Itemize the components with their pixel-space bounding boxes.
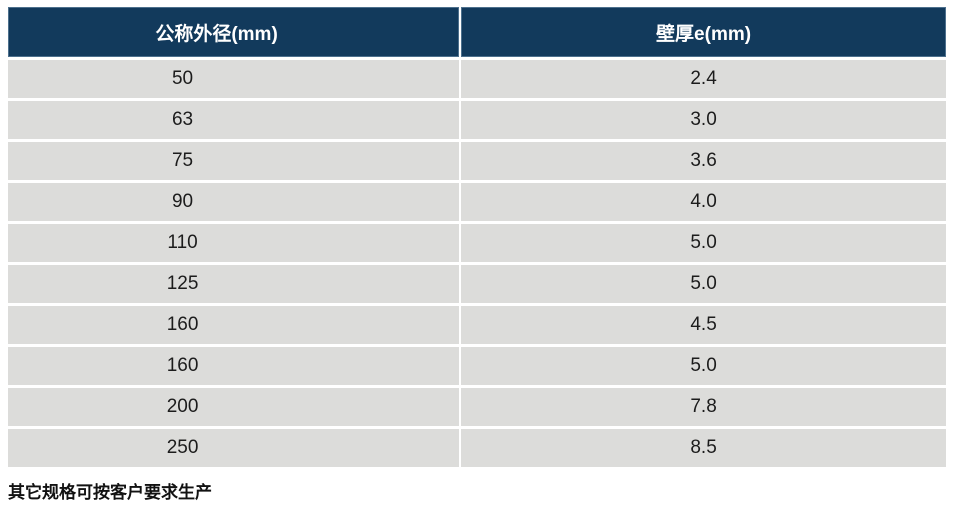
header-row: 公称外径(mm) 壁厚e(mm) [8, 7, 946, 59]
table-row: 250 8.5 [8, 426, 946, 467]
outer-diameter-cell: 160 [8, 303, 461, 346]
column-header-outer-diameter: 公称外径(mm) [8, 7, 461, 59]
outer-diameter-cell: 250 [8, 426, 461, 467]
page: 公称外径(mm) 壁厚e(mm) 50 2.4 63 3.0 75 3.6 90 4.0 110… [8, 7, 946, 502]
wall-thickness-cell: 5.0 [459, 221, 946, 264]
table-row: 125 5.0 [8, 262, 946, 305]
outer-diameter-cell: 200 [8, 385, 461, 428]
table-row: 110 5.0 [8, 221, 946, 264]
table-row: 75 3.6 [8, 139, 946, 182]
table-row: 200 7.8 [8, 385, 946, 428]
column-header-wall-thickness: 壁厚e(mm) [459, 7, 946, 59]
outer-diameter-cell: 110 [8, 221, 461, 264]
wall-thickness-cell: 8.5 [459, 426, 946, 467]
wall-thickness-cell: 4.5 [459, 303, 946, 346]
table-body: 50 2.4 63 3.0 75 3.6 90 4.0 110 5.0 125 5.0 160 4.5 16… [8, 57, 946, 467]
wall-thickness-cell: 3.0 [459, 98, 946, 141]
outer-diameter-cell: 63 [8, 98, 461, 141]
outer-diameter-cell: 50 [8, 57, 461, 100]
wall-thickness-cell: 3.6 [459, 139, 946, 182]
table-row: 90 4.0 [8, 180, 946, 223]
table-row: 160 5.0 [8, 344, 946, 387]
outer-diameter-cell: 75 [8, 139, 461, 182]
outer-diameter-cell: 125 [8, 262, 461, 305]
outer-diameter-cell: 90 [8, 180, 461, 223]
pipe-spec-table: 公称外径(mm) 壁厚e(mm) 50 2.4 63 3.0 75 3.6 90 4.0 110… [8, 7, 946, 467]
outer-diameter-cell: 160 [8, 344, 461, 387]
wall-thickness-cell: 2.4 [459, 57, 946, 100]
wall-thickness-cell: 5.0 [459, 344, 946, 387]
footer-note: 其它规格可按客户要求生产 [8, 483, 212, 502]
table-row: 50 2.4 [8, 57, 946, 100]
wall-thickness-cell: 5.0 [459, 262, 946, 305]
table-row: 63 3.0 [8, 98, 946, 141]
wall-thickness-cell: 4.0 [459, 180, 946, 223]
table-header: 公称外径(mm) 壁厚e(mm) [8, 7, 946, 59]
wall-thickness-cell: 7.8 [459, 385, 946, 428]
table-row: 160 4.5 [8, 303, 946, 346]
